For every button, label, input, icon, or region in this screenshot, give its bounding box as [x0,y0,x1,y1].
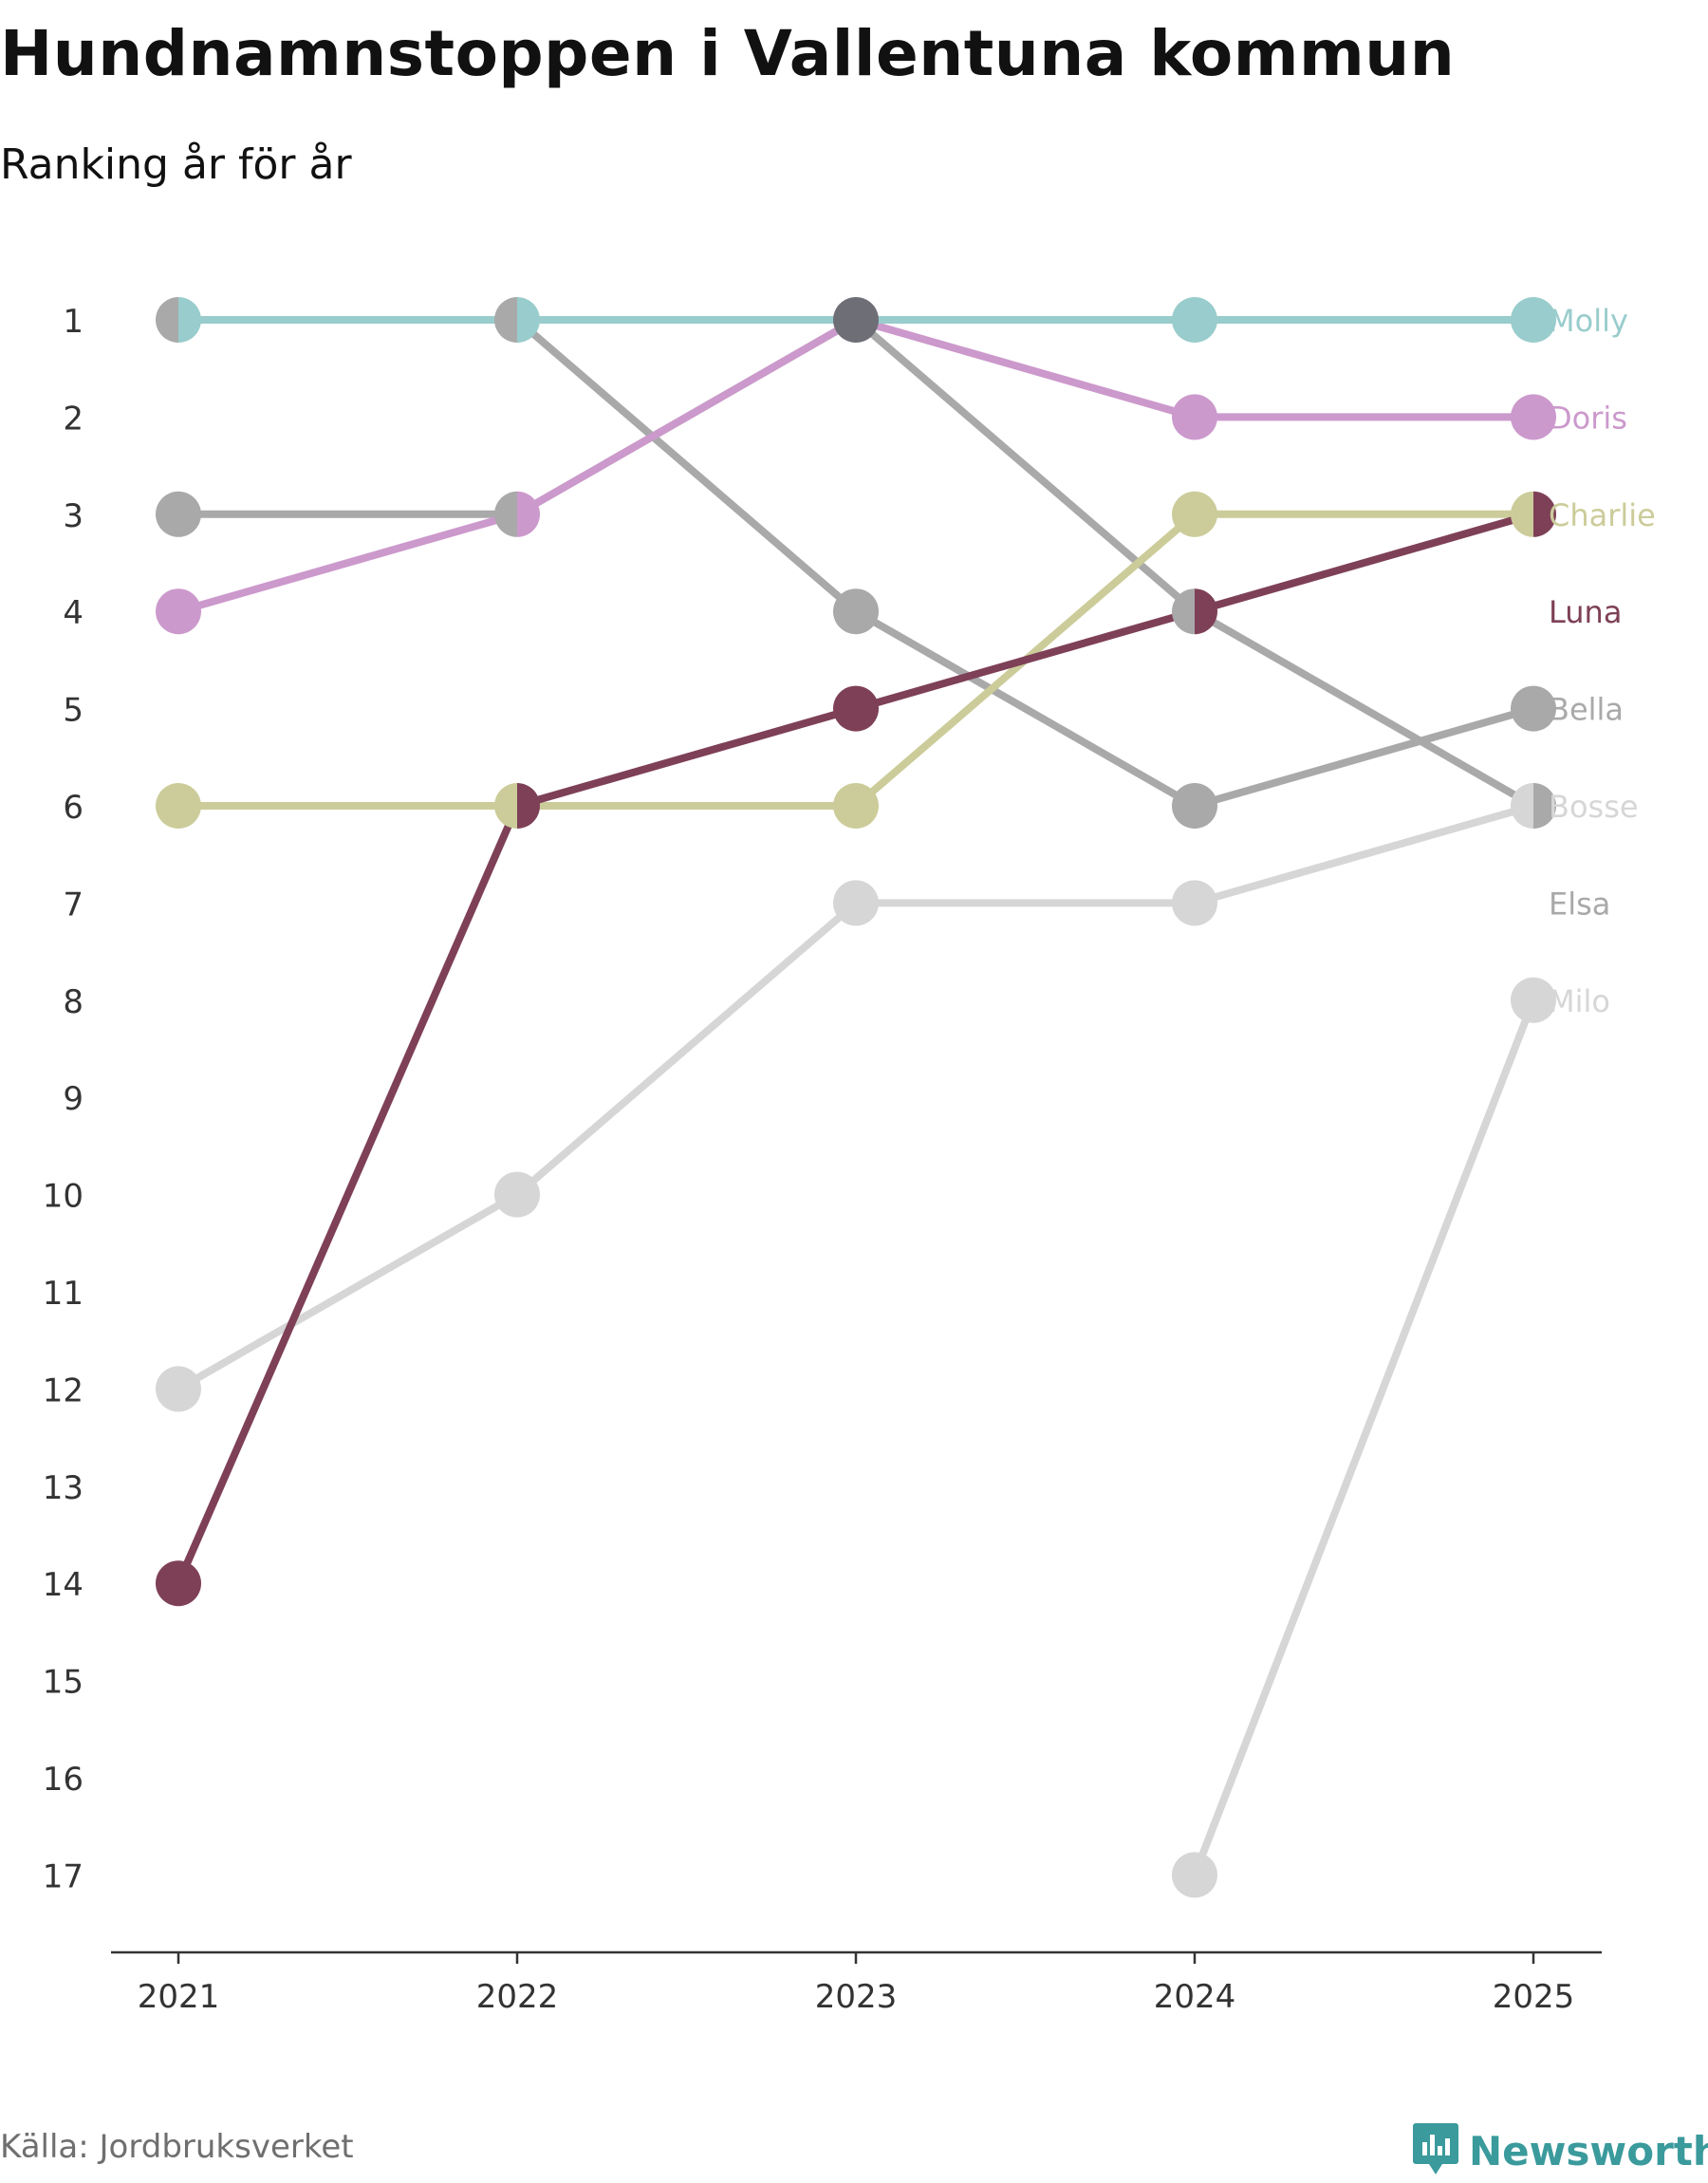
x-tick-label: 2024 [1154,1978,1236,2016]
y-tick-label: 16 [43,1761,84,1799]
brand-name: Newsworthy [1469,2127,1708,2174]
data-point-half [494,297,517,343]
data-point [156,783,201,829]
data-point [1172,394,1217,440]
data-point-half [517,783,540,829]
series-label-molly: Molly [1549,303,1628,339]
data-point-half [494,783,517,829]
series-line-elsa [175,316,1537,810]
y-tick-label: 14 [43,1566,84,1604]
newsworthy-logo-icon [1412,2121,1459,2180]
y-tick-label: 15 [43,1664,84,1702]
data-point-half [517,297,540,343]
x-tick-label: 2021 [138,1978,220,2016]
y-tick-label: 5 [63,692,84,730]
data-point [156,491,201,537]
chart-title: Hundnamnstoppen i Vallentuna kommun [0,17,1456,90]
y-tick-label: 8 [63,983,84,1021]
data-point [1172,297,1217,343]
data-point-half [517,491,540,537]
y-tick-label: 13 [43,1469,84,1507]
series-label-luna: Luna [1549,594,1622,630]
series-line-doris [175,316,1537,616]
y-tick-label: 4 [63,594,84,632]
data-point-half [178,297,201,343]
data-point [156,1560,201,1607]
data-point-half [1533,783,1556,829]
x-tick-label: 2025 [1493,1978,1575,2016]
data-point-half [1195,588,1217,635]
data-point [156,1366,201,1412]
data-point-half [156,297,178,343]
data-point [1511,297,1556,343]
y-tick-label: 10 [43,1178,84,1216]
data-point-half [1533,491,1556,537]
x-axis: 2021 2022 2023 2024 2025 [111,1950,1602,2016]
data-point-half [1511,783,1533,829]
data-point-half [494,491,517,537]
series-line-milo [1191,996,1537,1879]
x-tick-label: 2023 [815,1978,898,2016]
series-line-luna [175,510,1537,1588]
y-tick-label: 3 [63,497,84,535]
y-tick-label: 12 [43,1371,84,1409]
y-tick-label: 17 [43,1857,84,1895]
series-label-elsa: Elsa [1549,886,1610,922]
data-point [1172,1852,1217,1898]
y-tick-label: 1 [63,303,84,341]
data-point-half [1511,491,1533,537]
chart-subtitle: Ranking år för år [0,140,352,189]
data-point [833,880,879,926]
series-label-bosse: Bosse [1549,789,1639,825]
series-label-bella: Bella [1549,692,1624,728]
y-tick-label: 2 [63,400,84,438]
series-labels: Milo Bosse Elsa Bella Charlie Luna Doris Molly [1549,303,1656,1019]
data-point [1511,394,1556,440]
series-layer [156,297,1556,1898]
y-tick-label: 11 [43,1275,84,1313]
series-label-charlie: Charlie [1549,497,1656,533]
data-point [1172,783,1217,829]
series-line-charlie [175,510,1537,810]
series-label-milo: Milo [1549,983,1610,1019]
data-point-merged [833,297,879,343]
brand-logo: Newsworthy [1412,2122,1708,2179]
y-tick-label: 7 [63,886,84,924]
data-point [1511,977,1556,1023]
data-point [833,783,879,829]
series-line-bella [175,316,1537,810]
data-point [156,588,201,635]
data-point [494,1171,540,1218]
x-tick-label: 2022 [476,1978,559,2016]
source-note: Källa: Jordbruksverket [0,2128,354,2166]
data-point [1172,491,1217,537]
y-tick-label: 6 [63,789,84,827]
series-label-doris: Doris [1549,400,1627,436]
data-point [833,588,879,635]
data-point [1511,685,1556,732]
data-point [1172,880,1217,926]
data-point [833,685,879,732]
data-point-half [1172,588,1195,635]
y-tick-label: 9 [63,1080,84,1118]
